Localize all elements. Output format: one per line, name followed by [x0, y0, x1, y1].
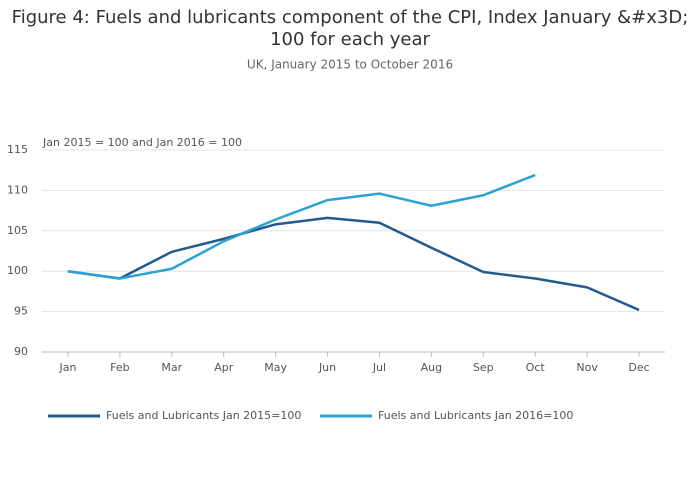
legend-label: Fuels and Lubricants Jan 2015=100: [106, 409, 301, 422]
chart-title: 100 for each year: [270, 29, 430, 50]
x-tick-label: Jun: [318, 361, 336, 374]
x-tick-label: Oct: [526, 361, 546, 374]
axis-annotation: Jan 2015 = 100 and Jan 2016 = 100: [42, 136, 242, 149]
x-tick-label: Feb: [110, 361, 129, 374]
y-tick-label: 100: [7, 264, 28, 277]
y-tick-label: 105: [7, 224, 28, 237]
y-tick-label: 110: [7, 183, 28, 196]
legend-label: Fuels and Lubricants Jan 2016=100: [378, 409, 573, 422]
x-tick-label: Sep: [473, 361, 494, 374]
x-tick-label: Mar: [161, 361, 182, 374]
y-tick-label: 90: [14, 345, 28, 358]
x-tick-label: Nov: [576, 361, 598, 374]
x-tick-label: Aug: [421, 361, 442, 374]
y-tick-label: 115: [7, 143, 28, 156]
x-tick-label: Jul: [372, 361, 386, 374]
x-tick-label: Jan: [58, 361, 76, 374]
chart-title: Figure 4: Fuels and lubricants component…: [12, 7, 689, 28]
series-line: [67, 216, 640, 312]
x-tick-label: Dec: [628, 361, 649, 374]
series-line: [67, 173, 536, 280]
x-tick-label: Apr: [214, 361, 234, 374]
chart-subtitle: UK, January 2015 to October 2016: [247, 58, 453, 72]
x-tick-label: May: [264, 361, 287, 374]
y-tick-label: 95: [14, 305, 28, 318]
